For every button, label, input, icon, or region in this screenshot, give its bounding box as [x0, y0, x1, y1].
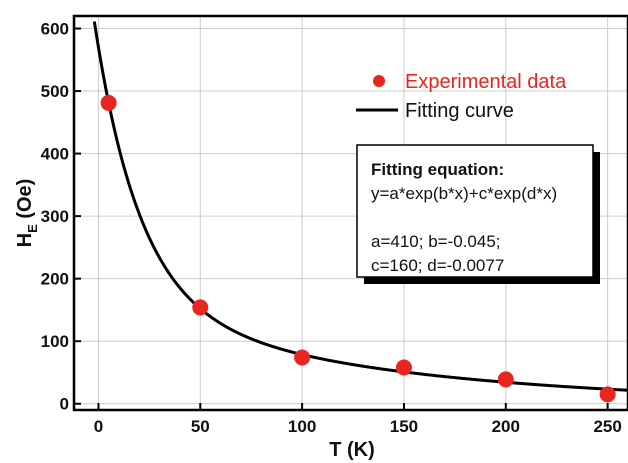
fitting-box-params-2: c=160; d=-0.0077: [371, 256, 504, 275]
y-tick-label: 500: [41, 82, 69, 101]
legend: Experimental data Fitting curve: [356, 71, 567, 122]
fitting-box-title: Fitting equation:: [371, 160, 504, 179]
x-tick-label: 50: [191, 417, 210, 436]
y-tick-label: 600: [41, 20, 69, 39]
fitting-equation-box: Fitting equation: y=a*exp(b*x)+c*exp(d*x…: [356, 144, 600, 284]
fitting-box-equation: y=a*exp(b*x)+c*exp(d*x): [371, 184, 557, 203]
y-axis-title: HE (Oe): [14, 179, 40, 248]
x-tick-label: 200: [492, 417, 520, 436]
data-point: [395, 359, 412, 376]
axis-ticks: 0 50 100 150 200 250 0 100 200 300 400 500 600: [41, 20, 622, 436]
data-point: [100, 94, 117, 111]
data-points-layer: [100, 94, 616, 403]
fitting-curve-line: [92, 21, 628, 392]
legend-label-fitting: Fitting curve: [405, 100, 514, 122]
data-point: [294, 349, 311, 366]
y-tick-label: 200: [41, 270, 69, 289]
x-tick-label: 100: [288, 417, 316, 436]
y-tick-label: 300: [41, 207, 69, 226]
y-tick-label: 400: [41, 145, 69, 164]
data-point: [192, 299, 209, 316]
plot-frame: [72, 14, 628, 412]
y-tick-label: 0: [60, 395, 69, 414]
fitting-curve-layer: [92, 21, 628, 392]
x-tick-label: 250: [593, 417, 621, 436]
fitting-box: [356, 144, 594, 278]
x-tick-label: 150: [390, 417, 418, 436]
y-tick-label: 100: [41, 332, 69, 351]
data-point: [599, 386, 616, 403]
legend-marker-experimental: [373, 75, 385, 87]
data-point: [497, 371, 514, 388]
x-tick-label: 0: [94, 417, 103, 436]
fitting-box-params-1: a=410; b=-0.045;: [371, 232, 501, 251]
legend-label-experimental: Experimental data: [405, 71, 567, 93]
x-axis-title: T (K): [329, 439, 375, 461]
